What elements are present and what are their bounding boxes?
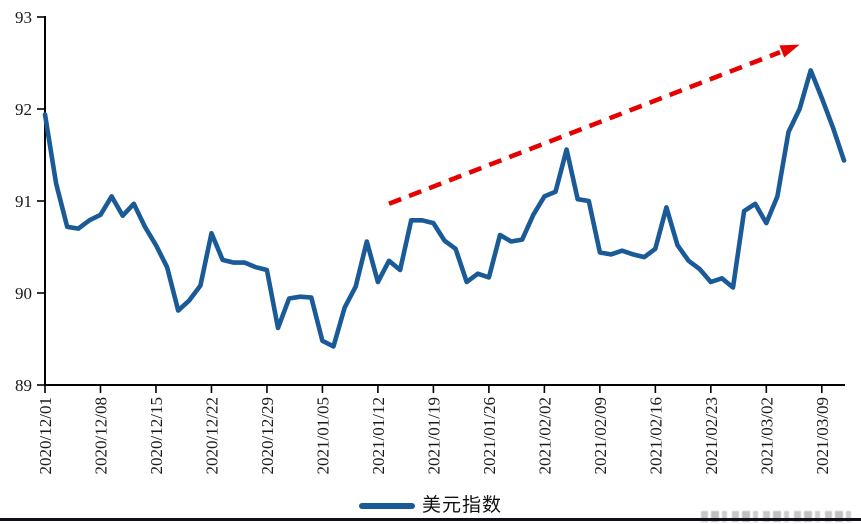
x-tick-label: 2021/02/02 bbox=[535, 397, 554, 474]
x-tick-label: 2021/01/26 bbox=[480, 397, 499, 474]
dollar-index-line bbox=[42, 68, 847, 349]
y-tick-label: 89 bbox=[15, 376, 32, 395]
x-tick-label: 2020/12/01 bbox=[36, 397, 55, 474]
x-tick-label: 2020/12/15 bbox=[147, 397, 166, 474]
y-tick-label: 93 bbox=[15, 8, 32, 27]
bottom-border bbox=[0, 518, 861, 521]
x-tick-label: 2021/01/05 bbox=[313, 397, 332, 474]
trend-arrow-line bbox=[388, 50, 781, 206]
x-tick-label: 2020/12/22 bbox=[202, 397, 221, 474]
x-tick-label: 2021/02/23 bbox=[702, 397, 721, 474]
y-tick-label: 90 bbox=[15, 284, 32, 303]
x-tick-label: 2021/02/09 bbox=[591, 397, 610, 474]
x-tick-label: 2021/01/12 bbox=[369, 397, 388, 474]
x-tick-label: 2021/01/19 bbox=[424, 397, 443, 474]
x-tick-label: 2021/03/02 bbox=[757, 397, 776, 474]
x-tick-label: 2021/02/16 bbox=[646, 397, 665, 474]
x-tick-label: 2020/12/29 bbox=[258, 397, 277, 474]
y-tick-label: 91 bbox=[15, 192, 32, 211]
trend-arrow-head bbox=[779, 44, 800, 58]
x-tick-label: 2020/12/08 bbox=[91, 397, 110, 474]
y-tick-label: 92 bbox=[15, 100, 32, 119]
legend-label: 美元指数 bbox=[421, 495, 502, 516]
watermark bbox=[701, 511, 853, 522]
x-tick-label: 2021/03/09 bbox=[813, 397, 832, 474]
legend-marker-line bbox=[358, 502, 415, 509]
